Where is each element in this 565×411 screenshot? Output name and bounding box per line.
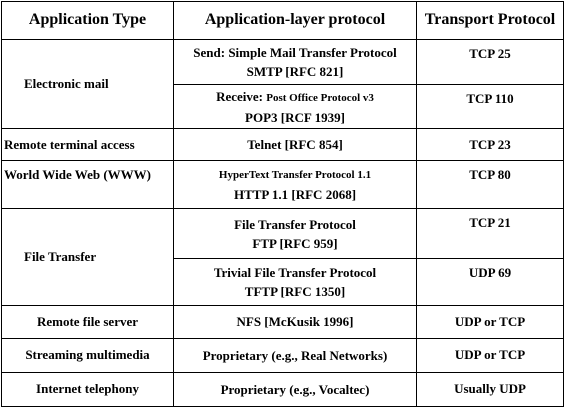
app-type-remote-file-server: Remote file server (1, 304, 174, 340)
transport-nfs: UDP or TCP (416, 304, 564, 340)
app-type-remote-terminal: Remote terminal access (1, 128, 174, 162)
protocol-rfc: FTP [RFC 959] (252, 235, 338, 251)
transport-telephony: Usually UDP (416, 371, 564, 407)
protocol-name: HyperText Transfer Protocol 1.1 (218, 168, 372, 181)
protocol-http: HyperText Transfer Protocol 1.1 HTTP 1.1… (173, 160, 417, 209)
protocol-smtp: Send: Simple Mail Transfer Protocol SMTP… (173, 38, 417, 85)
protocol-name: Receive: Post Office Protocol v3 (174, 87, 416, 108)
app-type-file-transfer: File Transfer (1, 207, 174, 306)
receive-prefix: Receive: (216, 88, 267, 104)
transport-smtp: TCP 25 (416, 38, 564, 85)
table-row: Streaming multimedia Proprietary (e.g., … (1, 338, 564, 373)
table-row: Remote file server NFS [McKusik 1996] UD… (1, 304, 564, 340)
transport-http: TCP 80 (416, 160, 564, 209)
header-row: Application Type Application-layer proto… (1, 1, 564, 40)
protocol-streaming: Proprietary (e.g., Real Networks) (173, 338, 417, 373)
table-row: Trivial File Transfer Protocol TFTP [RFC… (2, 258, 564, 306)
transport-streaming: UDP or TCP (416, 338, 564, 373)
table-row: Internet telephony Proprietary (e.g., Vo… (1, 371, 564, 407)
protocol-rfc: SMTP [RFC 821] (246, 63, 344, 79)
app-type-streaming-multimedia: Streaming multimedia (1, 338, 174, 373)
table-row: File Transfer File Transfer Protocol FTP… (1, 207, 564, 306)
protocol-rfc: TFTP [RFC 1350] (244, 284, 346, 300)
transport-pop3: TCP 110 (416, 83, 564, 130)
protocol-telnet: Telnet [RFC 854] (173, 128, 417, 162)
protocol-name: Trivial File Transfer Protocol (213, 265, 377, 281)
protocol-rfc: POP3 [RCF 1939] (245, 109, 345, 125)
app-type-www: World Wide Web (WWW) (1, 160, 174, 209)
table-row: Receive: Post Office Protocol v3 POP3 [R… (2, 83, 564, 130)
transport-tftp: UDP 69 (416, 258, 564, 306)
header-application-layer-protocol: Application-layer protocol (173, 1, 417, 40)
table-row: Electronic mail Send: Simple Mail Transf… (1, 38, 564, 130)
header-transport-protocol: Transport Protocol (416, 1, 564, 40)
table-row: World Wide Web (WWW) HyperText Transfer … (1, 160, 564, 209)
protocol-name-text: Post Office Protocol v3 (266, 91, 374, 104)
transport-telnet: TCP 23 (416, 128, 564, 162)
protocol-telephony: Proprietary (e.g., Vocaltec) (173, 371, 417, 407)
app-type-internet-telephony: Internet telephony (1, 371, 174, 407)
protocol-ftp: File Transfer Protocol FTP [RFC 959] (173, 207, 417, 260)
header-application-type: Application Type (1, 1, 174, 40)
table-row: Remote terminal access Telnet [RFC 854] … (1, 128, 564, 162)
protocol-nfs: NFS [McKusik 1996] (173, 304, 417, 340)
protocol-name: File Transfer Protocol (234, 216, 356, 232)
protocol-pop3: Receive: Post Office Protocol v3 POP3 [R… (173, 83, 417, 130)
protocol-name: Send: Simple Mail Transfer Protocol (193, 44, 397, 60)
protocol-rfc: HTTP 1.1 [RFC 2068] (233, 186, 357, 202)
protocol-tftp: Trivial File Transfer Protocol TFTP [RFC… (173, 258, 417, 306)
app-type-electronic-mail: Electronic mail (1, 38, 174, 130)
transport-ftp: TCP 21 (416, 207, 564, 260)
